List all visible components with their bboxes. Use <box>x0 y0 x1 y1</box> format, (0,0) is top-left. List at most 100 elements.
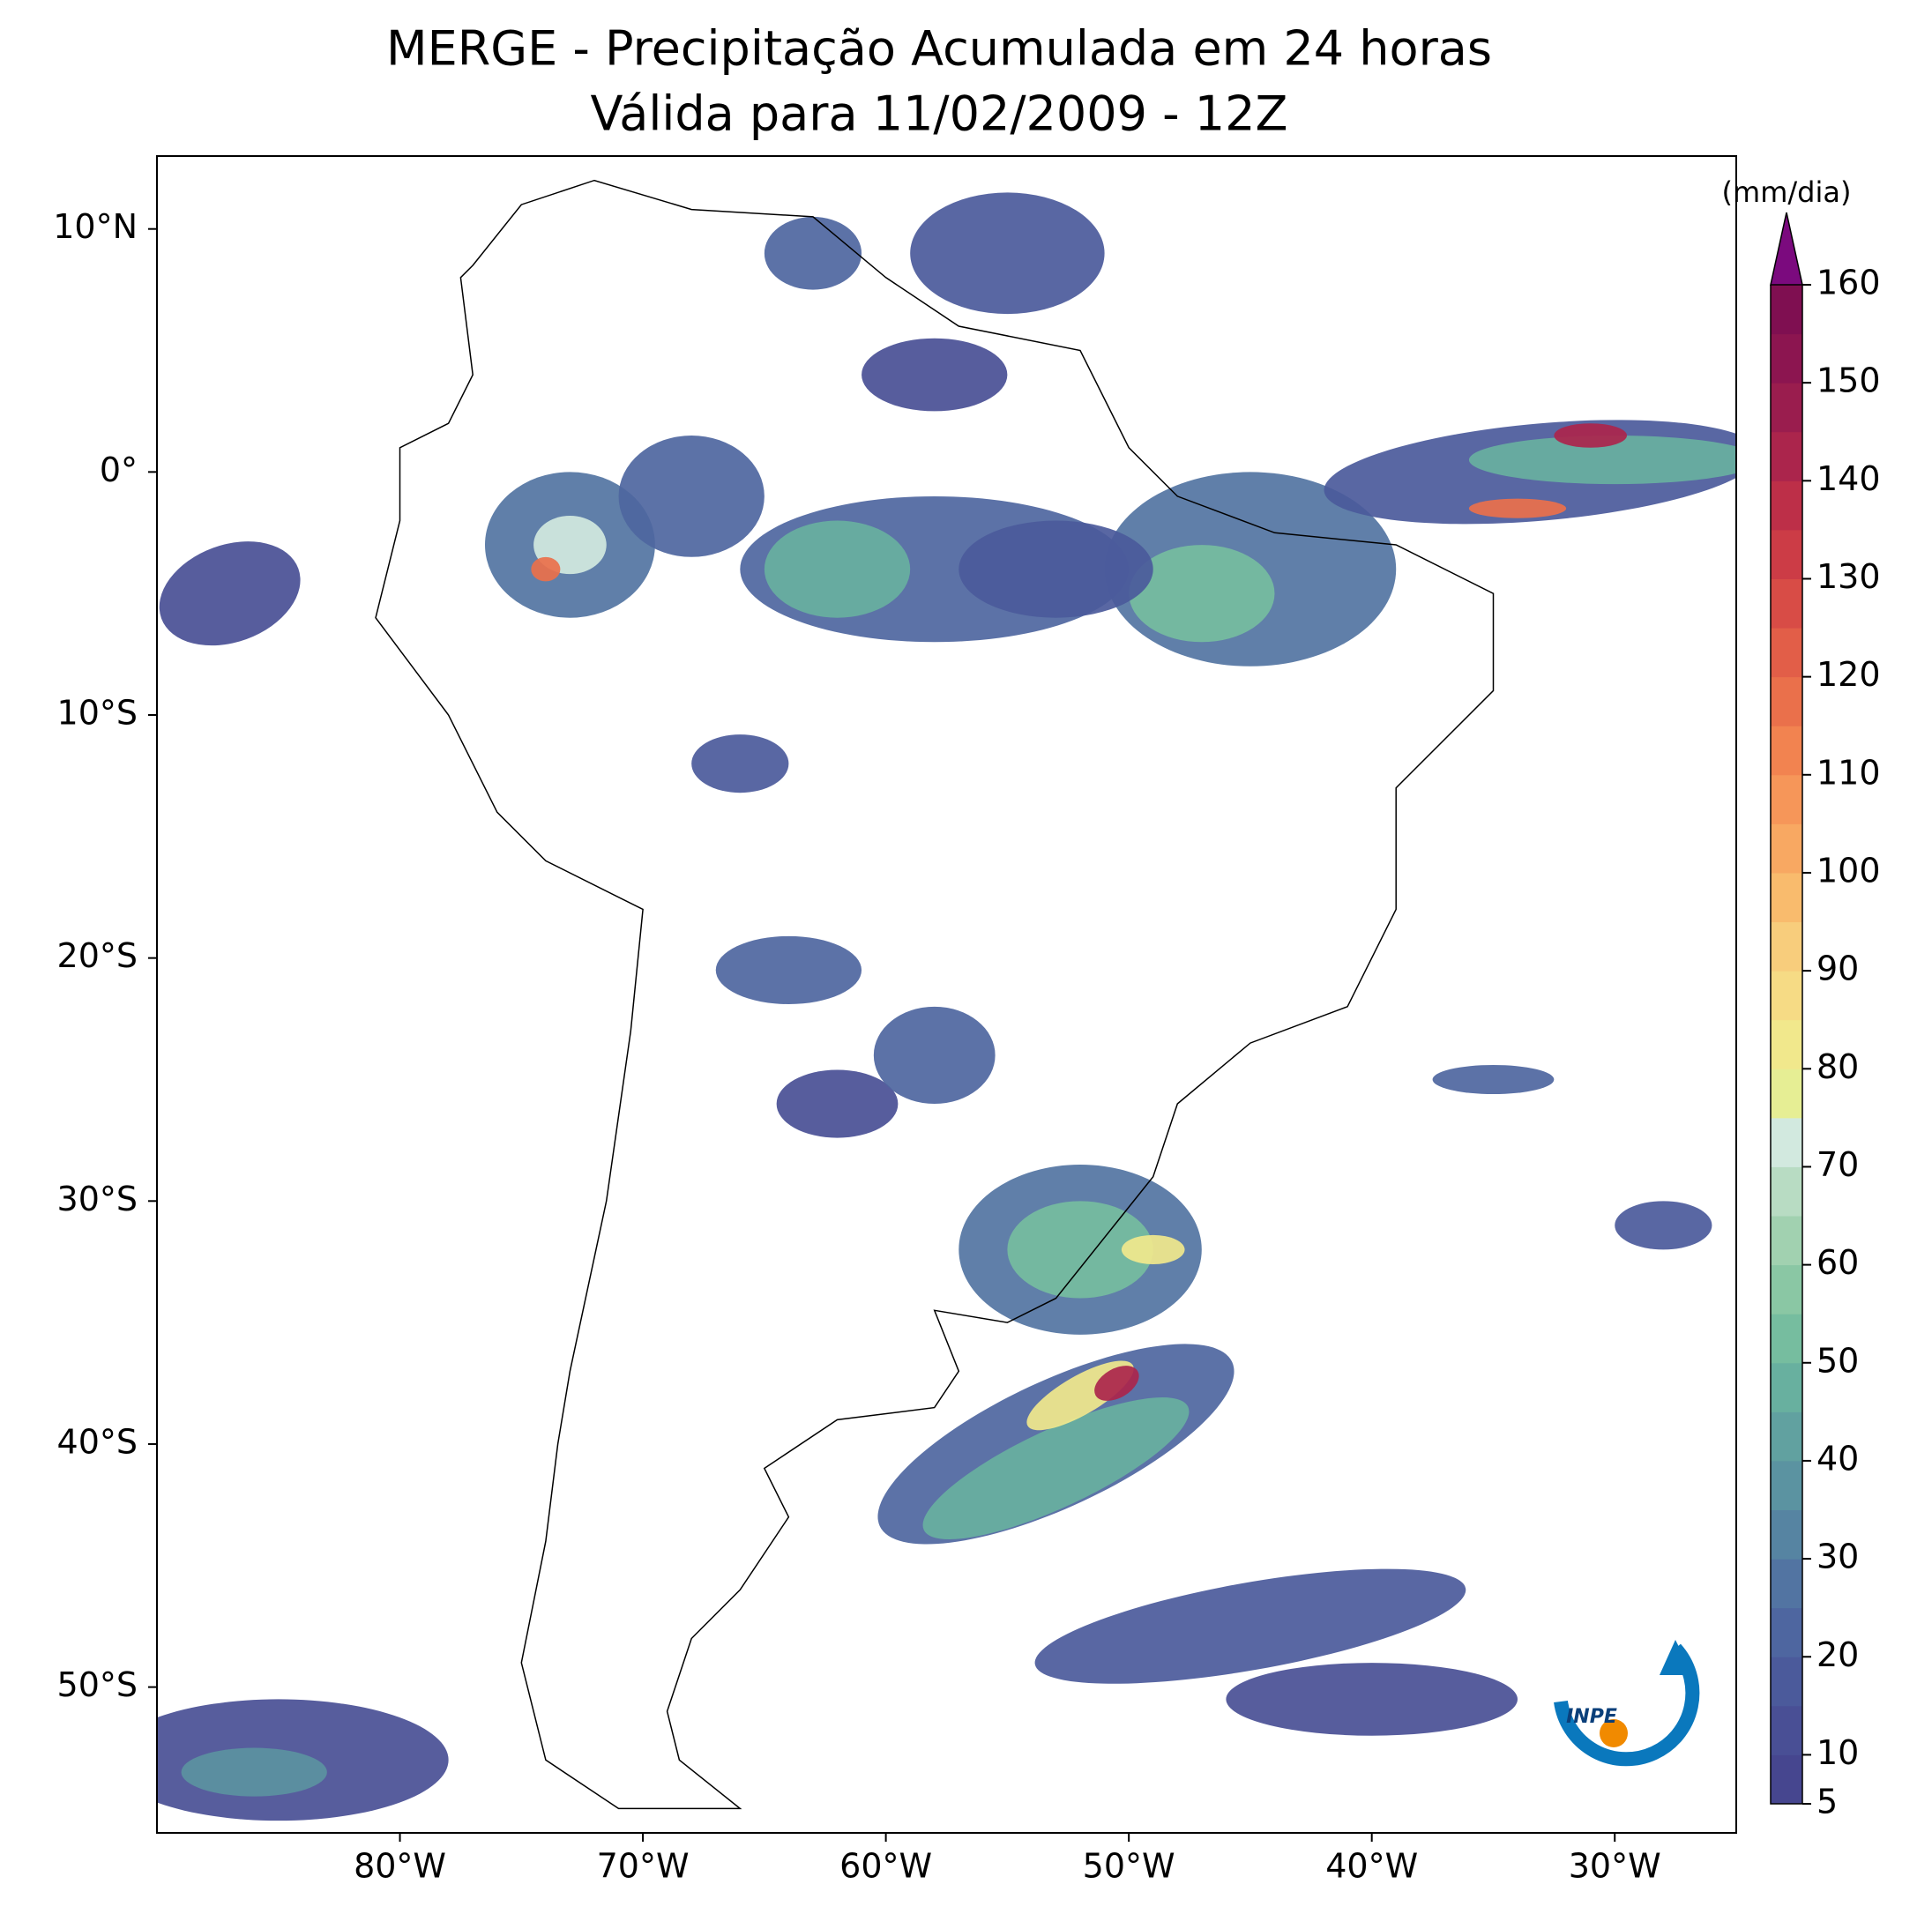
colorbar-bin <box>1771 823 1802 874</box>
colorbar-bin <box>1771 1314 1802 1364</box>
rain-area <box>922 1397 1190 1539</box>
colorbar-bin <box>1771 1460 1802 1511</box>
x-tick-label: 80°W <box>354 1847 446 1886</box>
rain-area <box>959 520 1153 618</box>
colorbar-bin <box>1771 285 1802 335</box>
y-tick-label: 50°S <box>57 1665 138 1704</box>
colorbar-bin <box>1771 1411 1802 1462</box>
colorbar-tick-label: 130 <box>1816 557 1881 596</box>
rain-area <box>1554 423 1628 448</box>
colorbar-bin <box>1771 1166 1802 1217</box>
colorbar-bin <box>1771 333 1802 384</box>
rain-area <box>715 935 862 1005</box>
rain-area <box>1468 498 1567 518</box>
rain-area <box>776 1069 899 1138</box>
continent-outline <box>375 179 1495 1810</box>
colorbar-bin <box>1771 676 1802 726</box>
rain-area <box>1007 1201 1153 1299</box>
x-tick-label: 70°W <box>597 1847 690 1886</box>
colorbar-tick-label: 140 <box>1816 459 1881 498</box>
colorbar-tick-label: 10 <box>1816 1733 1859 1772</box>
y-tick-label: 40°S <box>57 1422 138 1461</box>
y-tick-label: 20°S <box>57 936 138 975</box>
title: MERGE - Precipitação Acumulada em 24 hor… <box>386 21 1492 77</box>
colorbar-bin <box>1771 1559 1802 1609</box>
colorbar-bin <box>1771 1509 1802 1560</box>
colorbar-bin <box>1771 1216 1802 1266</box>
rain-area <box>159 541 301 646</box>
colorbar-bin <box>1771 1019 1802 1069</box>
colorbar-bin <box>1771 1657 1802 1707</box>
subtitle: Válida para 11/02/2009 - 12Z <box>591 86 1288 142</box>
colorbar-bin <box>1771 1362 1802 1412</box>
colorbar-tick-label: 20 <box>1816 1635 1859 1674</box>
logo: INPE <box>1554 1640 1700 1767</box>
x-tick-label: 50°W <box>1083 1847 1175 1886</box>
rain-area <box>1226 1663 1518 1736</box>
colorbar-bin <box>1771 774 1802 824</box>
rain-area <box>1432 1064 1555 1095</box>
rain-area <box>1121 1234 1185 1264</box>
y-tick-label: 0° <box>100 451 138 489</box>
logo-arc <box>1554 1643 1700 1767</box>
logo-dot <box>1600 1719 1628 1747</box>
precipitation-field <box>157 192 1736 1821</box>
rain-area <box>1129 545 1275 643</box>
colorbar-tick-label: 90 <box>1816 950 1859 988</box>
y-tick-label: 10°N <box>53 207 138 246</box>
colorbar-tick-label: 80 <box>1816 1047 1859 1086</box>
rain-area <box>873 1006 996 1105</box>
rain-area <box>1468 436 1736 485</box>
colorbar-tick-label: 40 <box>1816 1439 1859 1478</box>
colorbar-tick-label: 160 <box>1816 264 1881 302</box>
colorbar-bin <box>1771 628 1802 678</box>
colorbar-tick-label: 100 <box>1816 851 1881 890</box>
colorbar-bin <box>1771 1754 1802 1805</box>
colorbar-extend <box>1770 212 1803 286</box>
rain-area <box>764 520 911 618</box>
colorbar-bin <box>1771 1264 1802 1314</box>
colorbar-bin <box>1771 383 1802 433</box>
rain-area <box>910 192 1105 315</box>
colorbar-tick-label: 60 <box>1816 1243 1859 1282</box>
coastline <box>375 179 1495 1810</box>
colorbar-tick-label: 30 <box>1816 1538 1859 1576</box>
y-tick-label: 30°S <box>57 1180 138 1218</box>
colorbar-tick-label: 5 <box>1816 1783 1838 1821</box>
colorbar-bin <box>1771 1607 1802 1657</box>
logo-text: INPE <box>1566 1706 1617 1728</box>
colorbar-bin <box>1771 971 1802 1021</box>
rain-area <box>764 216 862 290</box>
colorbar-tick-label: 50 <box>1816 1341 1859 1380</box>
colorbar-tick-label: 110 <box>1816 753 1881 792</box>
colorbar-bin <box>1771 529 1802 579</box>
colorbar-label: (mm/dia) <box>1722 175 1852 209</box>
rain-area <box>691 734 789 793</box>
map-frame <box>156 155 1737 1834</box>
rain-area <box>862 338 1008 412</box>
colorbar-bin <box>1771 921 1802 972</box>
rain-area <box>531 556 561 582</box>
colorbar-tick-label: 150 <box>1816 361 1881 400</box>
colorbar-bin <box>1771 872 1802 923</box>
colorbar-frame <box>1770 285 1803 1805</box>
colorbar-bin <box>1771 1705 1802 1755</box>
rain-area <box>1034 1568 1466 1684</box>
rain-area <box>618 436 765 557</box>
y-tick-label: 10°S <box>57 694 138 733</box>
rain-area <box>181 1747 327 1797</box>
colorbar-bin <box>1771 1117 1802 1167</box>
rain-area <box>1615 1201 1712 1250</box>
colorbar-bin <box>1771 480 1802 531</box>
colorbar-tick-label: 120 <box>1816 655 1881 694</box>
colorbar-bin <box>1771 431 1802 481</box>
rain-area <box>1094 1366 1139 1401</box>
colorbar-bin <box>1771 1069 1802 1119</box>
x-tick-label: 60°W <box>839 1847 932 1886</box>
colorbar-bin <box>1771 726 1802 776</box>
colorbar-tick-label: 70 <box>1816 1145 1859 1184</box>
x-tick-label: 40°W <box>1325 1847 1418 1886</box>
colorbar-bin <box>1771 578 1802 629</box>
x-tick-label: 30°W <box>1569 1847 1661 1886</box>
